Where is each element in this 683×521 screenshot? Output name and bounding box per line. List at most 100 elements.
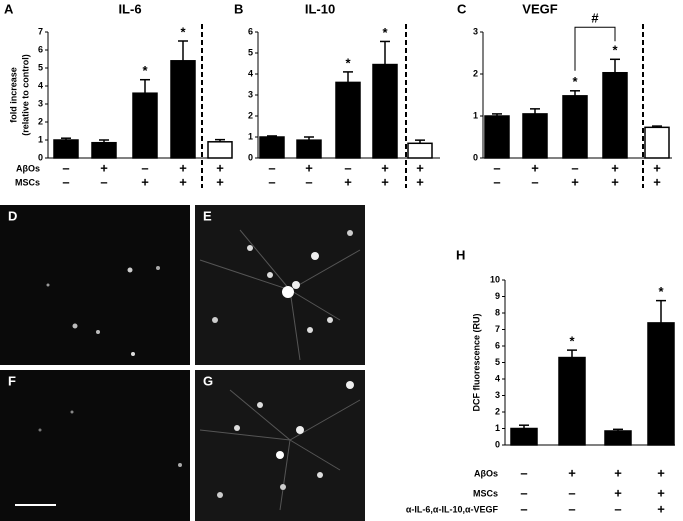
treatment-sign: + (614, 485, 622, 500)
treatment-sign: + (179, 160, 187, 175)
y-tick-label: 4 (248, 68, 253, 78)
treatment-sign: + (611, 174, 619, 189)
chart-title: IL-6 (118, 1, 141, 16)
treatment-sign: + (381, 174, 389, 189)
significance-marker: * (658, 284, 664, 299)
y-axis-label: fold increase (8, 67, 18, 123)
bar (602, 71, 628, 159)
treatment-sign: + (614, 465, 622, 480)
treatment-sign: – (344, 160, 351, 175)
micrograph-f (0, 370, 190, 521)
y-tick-label: 3 (495, 390, 500, 400)
micrograph-label: D (8, 208, 17, 223)
bar (562, 95, 588, 159)
y-tick-label: 9 (495, 291, 500, 301)
treatment-sign: + (305, 160, 313, 175)
treatment-sign: – (520, 465, 527, 480)
treatment-sign: + (216, 160, 224, 175)
y-tick-label: 0 (495, 439, 500, 449)
treatment-sign: + (653, 174, 661, 189)
row-label: AβOs (474, 468, 498, 478)
y-tick-label: 3 (473, 26, 478, 36)
treatment-sign: + (216, 174, 224, 189)
bar (604, 430, 632, 446)
y-tick-label: 4 (495, 373, 500, 383)
bar (207, 141, 233, 159)
bar (170, 60, 196, 159)
significance-marker: * (345, 55, 351, 70)
treatment-sign: + (568, 465, 576, 480)
y-axis-label: (relative to control) (20, 54, 30, 136)
bar (484, 115, 510, 159)
micrograph-g (195, 370, 365, 521)
y-tick-label: 5 (38, 62, 43, 72)
treatment-sign: – (571, 160, 578, 175)
panel-letter: H (456, 247, 465, 262)
treatment-sign: – (305, 174, 312, 189)
treatment-sign: + (416, 160, 424, 175)
panel-letter: A (4, 1, 14, 16)
row-label: MSCs (473, 488, 498, 498)
chart-title: IL-10 (305, 1, 335, 16)
treatment-sign: + (611, 160, 619, 175)
treatment-sign: + (179, 174, 187, 189)
treatment-sign: – (62, 174, 69, 189)
y-tick-label: 7 (38, 26, 43, 36)
y-tick-label: 0 (248, 152, 253, 162)
treatment-sign: – (531, 174, 538, 189)
bar (644, 126, 670, 159)
treatment-sign: + (416, 174, 424, 189)
treatment-sign: + (531, 160, 539, 175)
y-tick-label: 6 (495, 340, 500, 350)
chart-title: VEGF (522, 1, 557, 16)
y-tick-label: 2 (473, 68, 478, 78)
treatment-sign: + (657, 465, 665, 480)
treatment-sign: – (62, 160, 69, 175)
micrograph-label: G (203, 373, 213, 388)
y-tick-label: 6 (38, 44, 43, 54)
bar (407, 142, 433, 159)
y-tick-label: 10 (490, 274, 500, 284)
y-tick-label: 2 (248, 110, 253, 120)
significance-marker: * (572, 74, 578, 89)
micrograph-label: F (8, 373, 16, 388)
bar (296, 139, 322, 159)
y-tick-label: 8 (495, 307, 500, 317)
bar (335, 81, 361, 159)
row-label: α-IL-6,α-IL-10,α-VEGF (406, 504, 499, 514)
treatment-sign: – (100, 174, 107, 189)
y-tick-label: 0 (473, 152, 478, 162)
bar (522, 113, 548, 159)
y-tick-label: 3 (248, 89, 253, 99)
panel-letter: C (457, 1, 467, 16)
panel-letter: B (234, 1, 243, 16)
y-tick-label: 1 (473, 110, 478, 120)
bar (259, 136, 285, 159)
significance-marker: * (180, 24, 186, 39)
significance-marker: * (612, 43, 618, 58)
y-tick-label: 4 (38, 80, 43, 90)
treatment-sign: + (344, 174, 352, 189)
bar (510, 427, 538, 446)
treatment-sign: – (568, 485, 575, 500)
treatment-sign: – (614, 501, 621, 516)
treatment-sign: – (568, 501, 575, 516)
treatment-sign: – (268, 160, 275, 175)
treatment-sign: + (571, 174, 579, 189)
bracket-label: # (591, 11, 599, 26)
treatment-sign: + (657, 485, 665, 500)
y-tick-label: 2 (495, 406, 500, 416)
treatment-sign: – (268, 174, 275, 189)
treatment-sign: + (141, 174, 149, 189)
y-tick-label: 2 (38, 116, 43, 126)
y-tick-label: 1 (248, 131, 253, 141)
y-tick-label: 6 (248, 26, 253, 36)
y-tick-label: 1 (38, 134, 43, 144)
micrograph-label: E (203, 208, 212, 223)
y-tick-label: 0 (38, 152, 43, 162)
y-tick-label: 5 (495, 357, 500, 367)
treatment-sign: – (520, 501, 527, 516)
treatment-sign: – (493, 160, 500, 175)
bar (132, 92, 158, 159)
